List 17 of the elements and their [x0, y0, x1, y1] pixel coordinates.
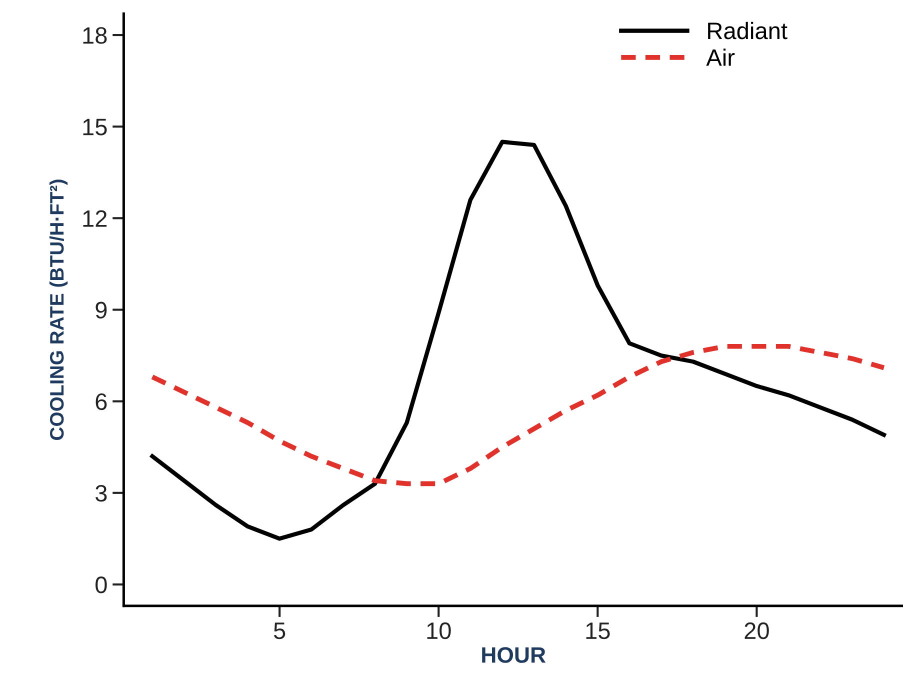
y-tick-label: 12 — [83, 210, 107, 227]
y-tick-label: 6 — [96, 393, 107, 410]
x-tick-label: 10 — [427, 622, 451, 640]
y-tick-label: 3 — [96, 484, 107, 502]
x-axis-title: HOUR — [482, 647, 546, 663]
legend-label: Air — [706, 48, 735, 66]
legend-label: Radiant — [708, 22, 788, 40]
y-tick-label: 9 — [96, 302, 107, 319]
line-series — [150, 344, 886, 486]
x-tick-label: 20 — [744, 622, 769, 640]
line-series — [150, 140, 886, 541]
x-tick-label: 5 — [274, 622, 286, 640]
y-tick-label: 18 — [83, 27, 107, 44]
y-tick-label: 0 — [96, 576, 107, 594]
x-tick-label: 15 — [586, 622, 610, 640]
y-axis-title: COOLING RATE (BTU/H·FT²) — [49, 180, 68, 440]
y-tick-label: 15 — [83, 118, 107, 136]
